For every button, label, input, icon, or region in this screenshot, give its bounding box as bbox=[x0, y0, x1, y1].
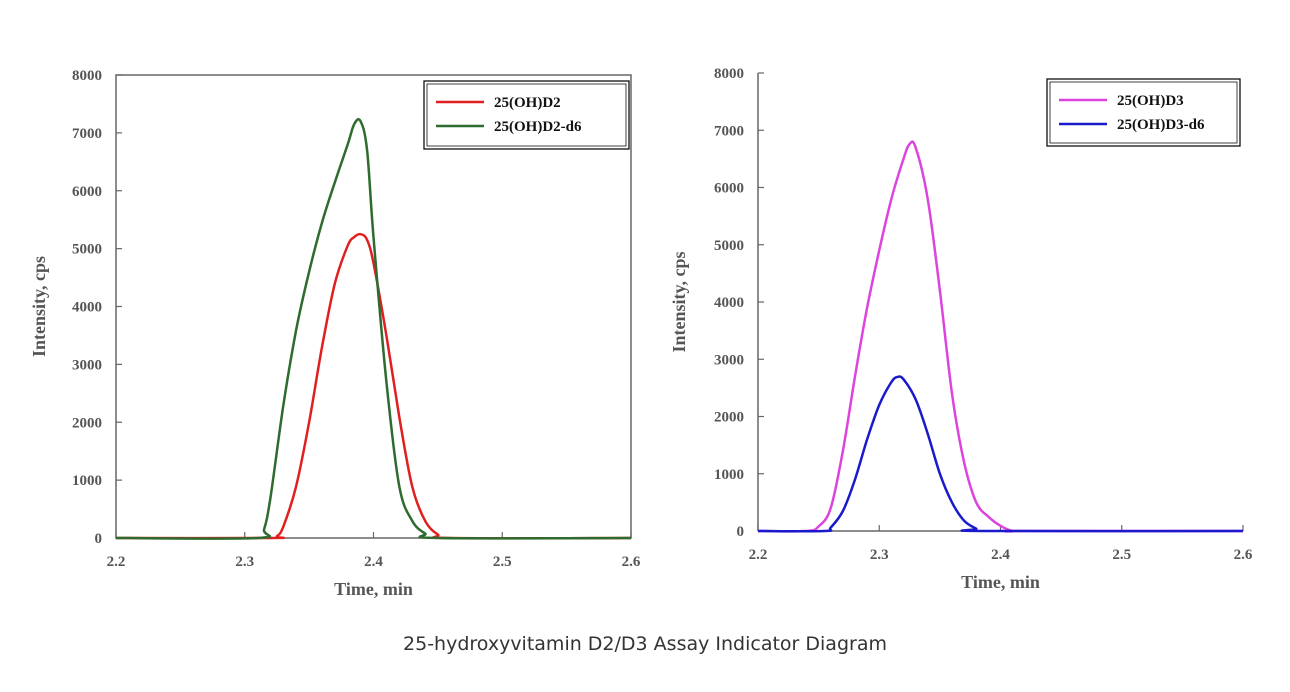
series-line-2 bbox=[757, 375, 1244, 533]
legend: 25(OH)D2 25(OH)D2-d6 bbox=[423, 80, 630, 150]
legend-label-1: 25(OH)D2 bbox=[494, 95, 561, 111]
y-axis-title: Intensity, cps bbox=[669, 251, 689, 352]
y-tick-label: 4000 bbox=[72, 300, 102, 316]
legend-label-2: 25(OH)D3-d6 bbox=[1117, 117, 1205, 133]
y-tick-label: 1000 bbox=[714, 467, 744, 483]
y-tick-label: 0 bbox=[737, 524, 745, 540]
series-line-1 bbox=[115, 232, 632, 540]
series-line-2 bbox=[115, 118, 632, 540]
x-tick-label: 2.3 bbox=[235, 554, 254, 570]
x-tick-label: 2.4 bbox=[991, 547, 1010, 563]
y-tick-label: 1000 bbox=[72, 473, 102, 489]
x-axis-title: Time, min bbox=[334, 579, 413, 599]
y-tick-label: 7000 bbox=[714, 123, 744, 139]
y-tick-label: 6000 bbox=[714, 181, 744, 197]
legend-box-inner bbox=[1049, 81, 1238, 144]
y-tick-label: 8000 bbox=[72, 68, 102, 84]
x-tick-label: 2.6 bbox=[622, 554, 641, 570]
y-tick-label: 3000 bbox=[714, 352, 744, 368]
x-axis-title: Time, min bbox=[961, 572, 1040, 592]
x-tick-label: 2.5 bbox=[1112, 547, 1131, 563]
legend: 25(OH)D3 25(OH)D3-d6 bbox=[1046, 78, 1241, 147]
legend-label-1: 25(OH)D3 bbox=[1117, 93, 1184, 109]
x-tick-label: 2.4 bbox=[364, 554, 383, 570]
y-tick-label: 7000 bbox=[72, 126, 102, 142]
y-tick-label: 2000 bbox=[72, 415, 102, 431]
y-tick-label: 6000 bbox=[72, 184, 102, 200]
y-axis-title: Intensity, cps bbox=[29, 256, 49, 357]
series-line-1 bbox=[757, 140, 1243, 533]
chart-1: 0 1000 2000 3000 4000 5000 6000 7000 8000 2.2 2.3 2… bbox=[29, 68, 641, 599]
chart-2: 0 1000 2000 3000 4000 5000 6000 7000 8000 2.2 2.3 2… bbox=[669, 66, 1253, 592]
legend-label-2: 25(OH)D2-d6 bbox=[494, 119, 582, 135]
x-tick-label: 2.2 bbox=[749, 547, 768, 563]
x-tick-label: 2.6 bbox=[1234, 547, 1253, 563]
y-tick-label: 3000 bbox=[72, 357, 102, 373]
x-tick-label: 2.5 bbox=[493, 554, 512, 570]
legend-box-outer bbox=[423, 80, 630, 150]
legend-box-inner bbox=[426, 83, 627, 147]
legend-box-outer bbox=[1046, 78, 1241, 147]
y-tick-label: 5000 bbox=[72, 242, 102, 258]
x-tick-label: 2.2 bbox=[107, 554, 126, 570]
figure-caption: 25-hydroxyvitamin D2/D3 Assay Indicator … bbox=[403, 633, 887, 655]
x-tick-label: 2.3 bbox=[870, 547, 889, 563]
y-tick-label: 4000 bbox=[714, 295, 744, 311]
y-tick-label: 8000 bbox=[714, 66, 744, 82]
y-tick-label: 5000 bbox=[714, 238, 744, 254]
y-tick-label: 2000 bbox=[714, 410, 744, 426]
y-tick-label: 0 bbox=[95, 531, 103, 547]
